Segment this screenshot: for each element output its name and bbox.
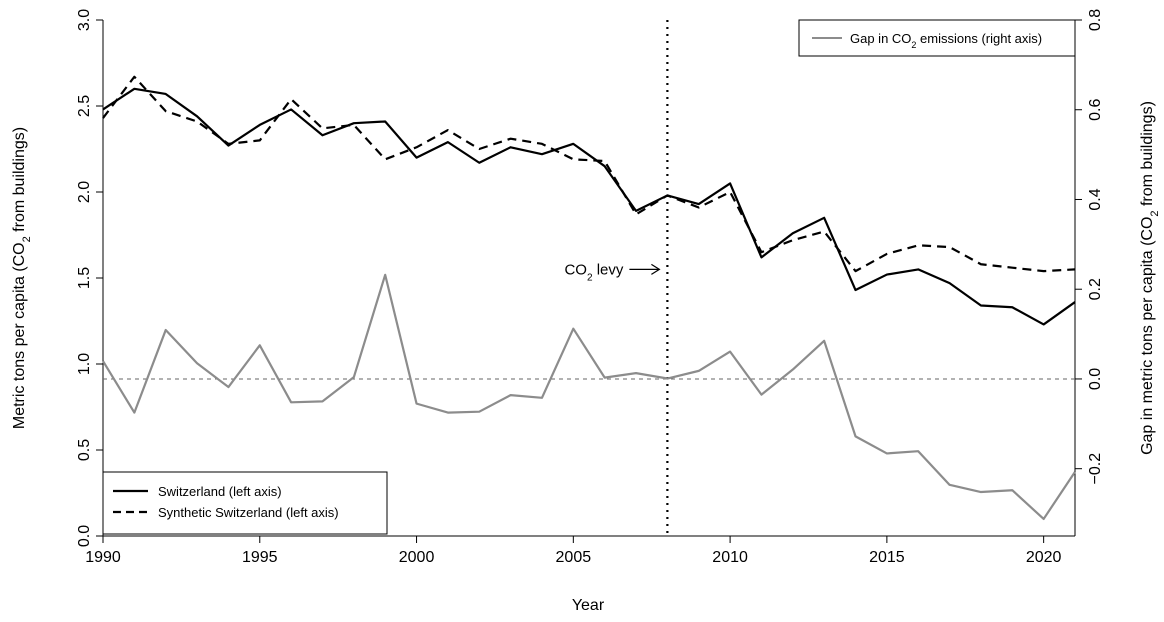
y-right-tick-label: 0.2: [1087, 278, 1104, 300]
arrow-right-icon: [629, 263, 661, 275]
y-right-tick-label: 0.8: [1087, 9, 1104, 31]
y-left-tick-label: 3.0: [76, 9, 93, 31]
y-axis-right: −0.2 0.0 0.2 0.4 0.6 0.8: [1075, 9, 1104, 485]
y-axis-left: 0.0 0.5 1.0 1.5 2.0 2.5 3.0: [76, 9, 103, 547]
legend-bottom-left: Switzerland (left axis) Synthetic Switze…: [102, 471, 388, 535]
y-right-tick-label: 0.0: [1087, 368, 1104, 390]
x-axis-title: Year: [572, 597, 605, 614]
x-tick-label: 2005: [556, 549, 592, 566]
x-tick-label: 2020: [1026, 549, 1062, 566]
reference-lines: [103, 20, 1075, 536]
series-gap: [102, 273, 1076, 521]
x-axis: 1990 1995 2000 2005 2010 2015 2020: [85, 536, 1062, 566]
y-right-tick-label: 0.4: [1087, 188, 1104, 210]
y-right-tick-label: 0.6: [1087, 99, 1104, 121]
y-left-tick-label: 0.5: [76, 439, 93, 461]
series-synthetic-switzerland: [102, 75, 1076, 273]
x-tick-label: 1995: [242, 549, 278, 566]
y-right-tick-label: −0.2: [1087, 453, 1104, 485]
legend-top-right: Gap in CO2 emissions (right axis): [798, 19, 1076, 57]
legend-label-synthetic: Synthetic Switzerland (left axis): [158, 505, 339, 520]
y-left-tick-label: 2.5: [76, 95, 93, 117]
legend-label-gap: Gap in CO2 emissions (right axis): [850, 31, 1042, 50]
co2-levy-label: CO2 levy: [564, 261, 623, 283]
y-left-tick-label: 1.5: [76, 267, 93, 289]
x-tick-label: 2015: [869, 549, 905, 566]
y-right-axis-title: Gap in metric tons per capita (CO2 from …: [1139, 101, 1161, 455]
x-tick-label: 2000: [399, 549, 435, 566]
co2-levy-annotation: CO2 levy: [564, 261, 661, 283]
y-left-tick-label: 0.0: [76, 525, 93, 547]
x-tick-label: 2010: [712, 549, 748, 566]
series-layer: [102, 75, 1076, 521]
x-tick-label: 1990: [85, 549, 121, 566]
y-left-tick-label: 1.0: [76, 353, 93, 375]
y-left-axis-title: Metric tons per capita (CO2 from buildin…: [11, 127, 33, 429]
series-switzerland: [102, 87, 1076, 326]
y-left-tick-label: 2.0: [76, 181, 93, 203]
legend-label-switzerland: Switzerland (left axis): [158, 484, 282, 499]
